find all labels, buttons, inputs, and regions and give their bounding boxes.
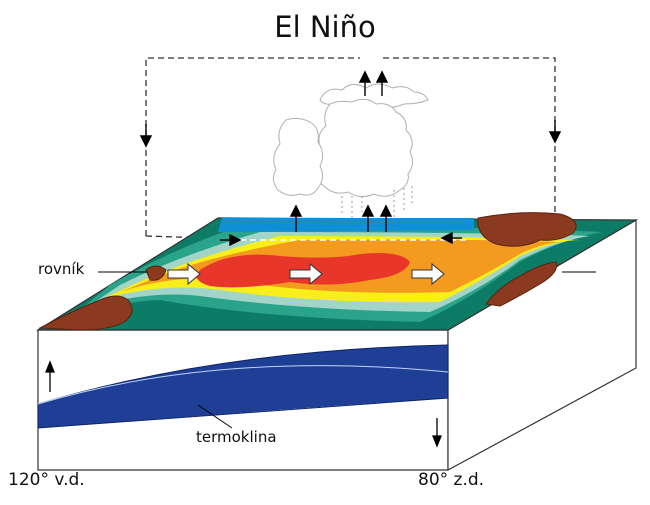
thermocline-pointer bbox=[197, 404, 233, 429]
land-masses bbox=[38, 212, 577, 331]
thermocline-label: termoklina bbox=[196, 428, 277, 446]
main-cloud bbox=[314, 98, 414, 198]
sinking-air-arrow-east bbox=[548, 131, 562, 144]
rain-streaks bbox=[341, 186, 413, 222]
surface-currents bbox=[167, 262, 445, 286]
equator-label: rovník bbox=[38, 260, 85, 278]
west-longitude-label: 120° v.d. bbox=[8, 470, 85, 490]
diagram-title: El Niño bbox=[274, 10, 376, 44]
upper-air-arrow-1 bbox=[358, 70, 372, 83]
wind-arrows bbox=[139, 70, 562, 247]
land-east-south bbox=[485, 261, 558, 307]
land-west-south bbox=[38, 295, 133, 331]
rising-air-arrow-3 bbox=[379, 204, 393, 217]
east-longitude-label: 80° z.d. bbox=[418, 470, 485, 490]
convection-clouds bbox=[272, 83, 429, 198]
land-east-north bbox=[477, 212, 577, 247]
small-cloud bbox=[272, 117, 324, 196]
current-arrow-west bbox=[167, 262, 201, 286]
ocean-vertical-arrows bbox=[45, 360, 442, 448]
wind-arrow-east bbox=[229, 233, 242, 247]
west-circulation-line bbox=[145, 57, 360, 236]
sinking-air-arrow-west bbox=[139, 135, 153, 148]
upper-air-arrow-2 bbox=[375, 70, 389, 83]
thermocline-line bbox=[37, 365, 449, 405]
ocean-surface bbox=[35, 217, 639, 331]
surface-blue-strip bbox=[218, 218, 474, 232]
current-arrow-east bbox=[411, 262, 445, 286]
wind-arrow-west bbox=[440, 231, 453, 245]
current-arrow-center bbox=[289, 262, 323, 286]
east-circulation-line bbox=[376, 57, 556, 244]
rising-air-arrow-1 bbox=[289, 204, 303, 217]
rising-air-arrow-2 bbox=[361, 204, 375, 217]
land-west-island bbox=[145, 265, 167, 281]
